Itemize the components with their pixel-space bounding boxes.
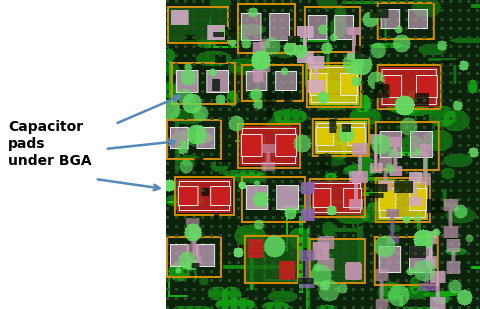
Bar: [0, 0, 166, 309]
Text: Capacitor
pads
under BGA: Capacitor pads under BGA: [8, 120, 92, 168]
